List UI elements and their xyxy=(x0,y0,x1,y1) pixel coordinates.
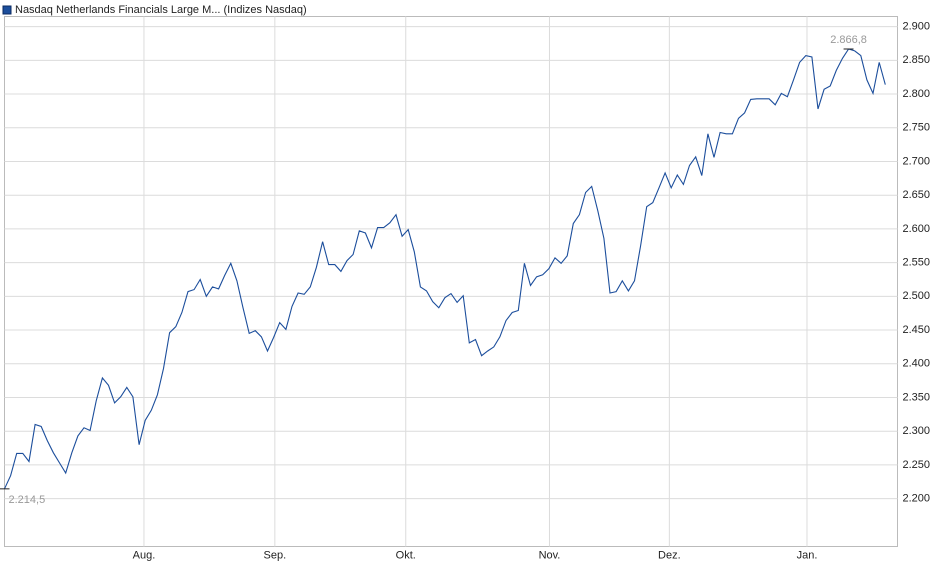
line-series xyxy=(4,48,886,490)
x-tick-label: Nov. xyxy=(539,549,561,561)
extreme-label: 2.866,8 xyxy=(830,34,867,46)
x-tick-label: Sep. xyxy=(264,549,287,561)
y-tick-label: 2.450 xyxy=(903,324,931,336)
y-tick-label: 2.250 xyxy=(903,459,931,471)
legend-label: Nasdaq Netherlands Financials Large M...… xyxy=(15,4,307,16)
extreme-label: 2.214,5 xyxy=(9,494,46,506)
y-tick-label: 2.650 xyxy=(903,189,931,201)
x-tick-label: Okt. xyxy=(396,549,416,561)
x-tick-label: Dez. xyxy=(658,549,681,561)
x-tick-label: Jan. xyxy=(797,549,818,561)
plot-frame xyxy=(4,16,898,547)
y-tick-label: 2.900 xyxy=(903,21,931,33)
y-tick-label: 2.200 xyxy=(903,493,931,505)
y-tick-label: 2.500 xyxy=(903,290,931,302)
y-tick-label: 2.700 xyxy=(903,155,931,167)
y-tick-label: 2.600 xyxy=(903,223,931,235)
x-tick-label: Aug. xyxy=(133,549,156,561)
y-tick-label: 2.850 xyxy=(903,54,931,66)
legend-swatch xyxy=(2,5,12,15)
y-tick-label: 2.550 xyxy=(903,257,931,269)
y-tick-label: 2.750 xyxy=(903,122,931,134)
y-tick-label: 2.350 xyxy=(903,391,931,403)
y-tick-label: 2.400 xyxy=(903,358,931,370)
y-tick-label: 2.800 xyxy=(903,88,931,100)
y-tick-label: 2.300 xyxy=(903,425,931,437)
